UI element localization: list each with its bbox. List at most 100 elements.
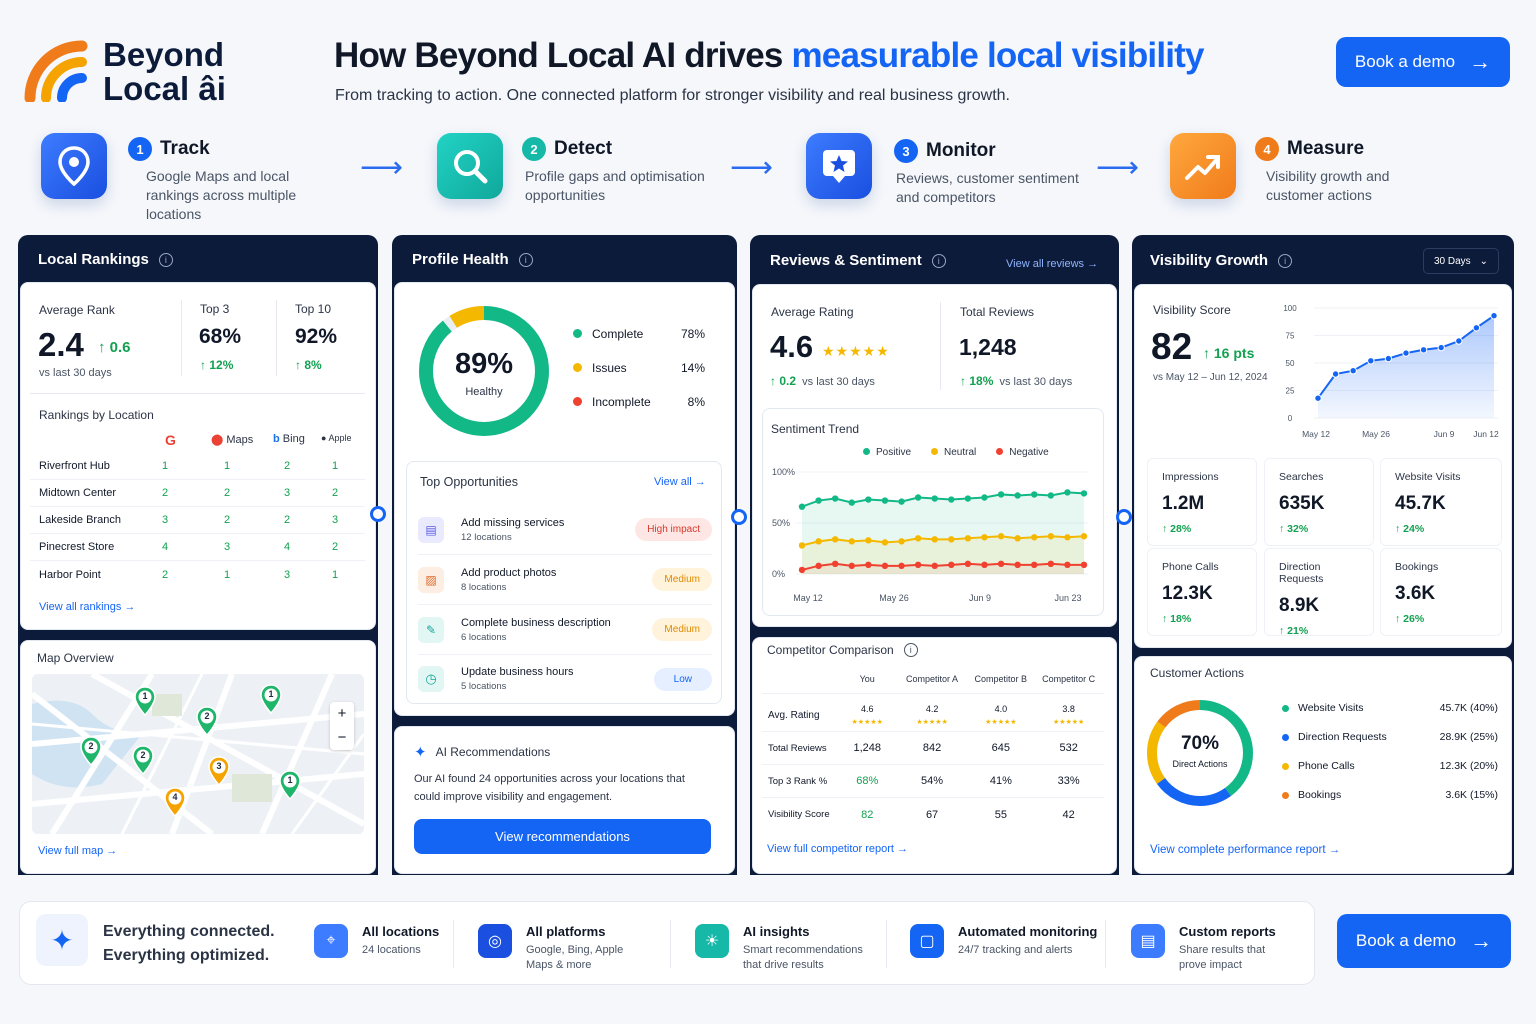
customer-actions-title: Customer Actions — [1150, 666, 1245, 680]
apple-column-header: ● Apple — [321, 433, 352, 443]
metric-change: ↑ 21% — [1279, 625, 1309, 637]
competitor-report-link[interactable]: View full competitor report → — [767, 843, 909, 855]
table-row[interactable]: Pinecrest Store 4 3 4 2 — [30, 534, 365, 561]
step-4-desc: Visibility growth and customer actions — [1266, 168, 1390, 203]
book-demo-label: Book a demo — [1355, 931, 1457, 950]
rankings-table: Riverfront Hub 1 1 2 1 Midtown Center 2 2 3 2 La… — [30, 453, 365, 588]
table-row[interactable]: Lakeside Branch 3 2 2 3 — [30, 507, 365, 534]
rankings-by-location-label: Rankings by Location — [39, 408, 154, 422]
data-point — [1490, 312, 1498, 320]
view-all-rankings-link[interactable]: View all rankings → — [39, 601, 136, 613]
map-pin-icon[interactable]: 1 — [260, 684, 282, 715]
map-pin-icon[interactable]: 4 — [164, 787, 186, 818]
table-row[interactable]: Midtown Center 2 2 3 2 — [30, 480, 365, 507]
data-point — [948, 536, 955, 543]
competitor-header-row: You Competitor A Competitor B Competitor… — [762, 674, 1104, 694]
visibility-area — [1318, 315, 1494, 418]
signal-logo-icon — [24, 40, 88, 104]
opportunities-list: ▤ Add missing services 12 locations High … — [418, 505, 712, 703]
view-recommendations-button[interactable]: View recommendations — [414, 819, 711, 854]
clock-icon: ◷ — [418, 666, 444, 692]
search-icon — [437, 133, 503, 199]
info-icon[interactable]: i — [158, 252, 173, 267]
map-pin-icon[interactable]: 1 — [279, 770, 301, 801]
sparkle-icon: ✦ — [36, 914, 88, 966]
map-pin-icon — [41, 133, 107, 199]
metric-change: ↑ 18% — [1162, 613, 1192, 625]
list-item[interactable]: ▤ Add missing services 12 locations High … — [418, 505, 712, 555]
table-row[interactable]: Harbor Point 2 1 3 1 — [39, 568, 339, 581]
local-rankings-title: Local Rankings i — [38, 251, 173, 268]
star-message-icon — [806, 133, 872, 199]
info-icon[interactable]: i — [931, 253, 946, 268]
list-item[interactable]: ▨ Add product photos 8 locations Medium — [418, 555, 712, 605]
reviews-title: Reviews & Sentiment i — [770, 252, 946, 269]
sentiment-legend: Positive Neutral Negative — [863, 447, 1049, 458]
map-pin-icon[interactable]: 3 — [208, 756, 230, 787]
info-icon[interactable]: i — [518, 252, 533, 267]
list-item[interactable]: ◷ Update business hours 5 locations Low — [418, 655, 712, 703]
metric-tile: Searches 635K ↑ 32% — [1264, 458, 1374, 546]
data-point — [1014, 492, 1021, 499]
data-point — [1064, 489, 1071, 496]
direct-actions-value: 70% — [1180, 733, 1220, 754]
top10-label: Top 10 — [295, 302, 332, 316]
table-row[interactable]: Riverfront Hub 1 1 2 1 — [30, 453, 365, 480]
book-demo-button[interactable]: Book a demo → — [1336, 37, 1510, 87]
x-tick-label: May 26 — [1362, 429, 1390, 439]
data-point — [881, 562, 889, 570]
data-point — [964, 560, 972, 567]
avg-rating-change: ↑ 0.2 vs last 30 days — [770, 374, 875, 388]
data-point — [848, 562, 855, 570]
y-tick-label: 50 — [1286, 359, 1295, 368]
map-pin-icon[interactable]: 2 — [196, 706, 218, 737]
opportunities-view-all-link[interactable]: View all → — [654, 476, 706, 488]
data-point — [981, 534, 988, 541]
feature-custom-reports: ▤ Custom reports Share results that prove… — [1131, 924, 1279, 973]
table-row: Top 3 Rank % 68% 54% 41% 33% — [762, 765, 1104, 798]
map-pin-icon[interactable]: 2 — [80, 736, 102, 767]
map-pin-icon[interactable]: 1 — [134, 686, 156, 717]
page-title-highlight: measurable local visibility — [791, 36, 1204, 75]
step-3-number: 3 — [894, 139, 918, 163]
x-tick-label: May 12 — [1302, 429, 1330, 439]
total-reviews-label: Total Reviews — [960, 305, 1035, 319]
top10-value: 92% — [295, 325, 338, 348]
map-pin-icon[interactable]: 2 — [132, 745, 154, 776]
view-full-map-link[interactable]: View full map → — [38, 845, 118, 857]
data-point — [848, 499, 855, 506]
date-range-select[interactable]: 30 Days ⌄ — [1423, 248, 1499, 274]
chevron-down-icon: ⌄ — [1479, 255, 1488, 267]
avg-rank-sub: vs last 30 days — [39, 367, 112, 379]
data-point — [1437, 343, 1445, 352]
zoom-in-button[interactable]: + — [337, 705, 347, 722]
map-pin-icon: ⌖ — [314, 924, 348, 958]
data-point — [1031, 561, 1038, 569]
table-row: Visibility Score 82 67 55 42 — [768, 808, 1075, 821]
zoom-out-button[interactable]: − — [337, 729, 347, 746]
page-title: How Beyond Local AI drives measurable lo… — [334, 36, 1205, 76]
brand-logo — [22, 36, 96, 107]
info-icon[interactable]: i — [903, 643, 918, 657]
footer-bar — [19, 901, 1315, 985]
legend-item: Complete 78% — [573, 327, 705, 341]
connector-dot — [1116, 509, 1132, 525]
metric-label: Website Visits — [1395, 471, 1461, 483]
list-item[interactable]: ✎ Complete business description 6 locatio… — [418, 605, 712, 655]
brand-line1: Beyond — [103, 36, 225, 73]
view-all-reviews-link[interactable]: View all reviews → — [1006, 258, 1099, 270]
data-point — [798, 542, 806, 549]
apple-icon: ● — [321, 433, 327, 443]
footer-book-demo-button[interactable]: Book a demo → — [1337, 914, 1511, 968]
map-pin-label: 1 — [268, 689, 274, 699]
sentiment-trend-title: Sentiment Trend — [771, 422, 860, 436]
direct-actions-label: Direct Actions — [1172, 759, 1228, 769]
arrow-right-icon: → — [1470, 928, 1493, 953]
bing-column-header: b Bing — [273, 433, 305, 445]
series-area-positive — [802, 492, 1084, 574]
performance-report-link[interactable]: View complete performance report → — [1150, 844, 1341, 856]
top3-change: ↑ 12% — [200, 358, 234, 372]
info-icon[interactable]: i — [1278, 253, 1293, 268]
bing-icon: b — [273, 433, 280, 445]
donut-segment — [1147, 700, 1253, 806]
